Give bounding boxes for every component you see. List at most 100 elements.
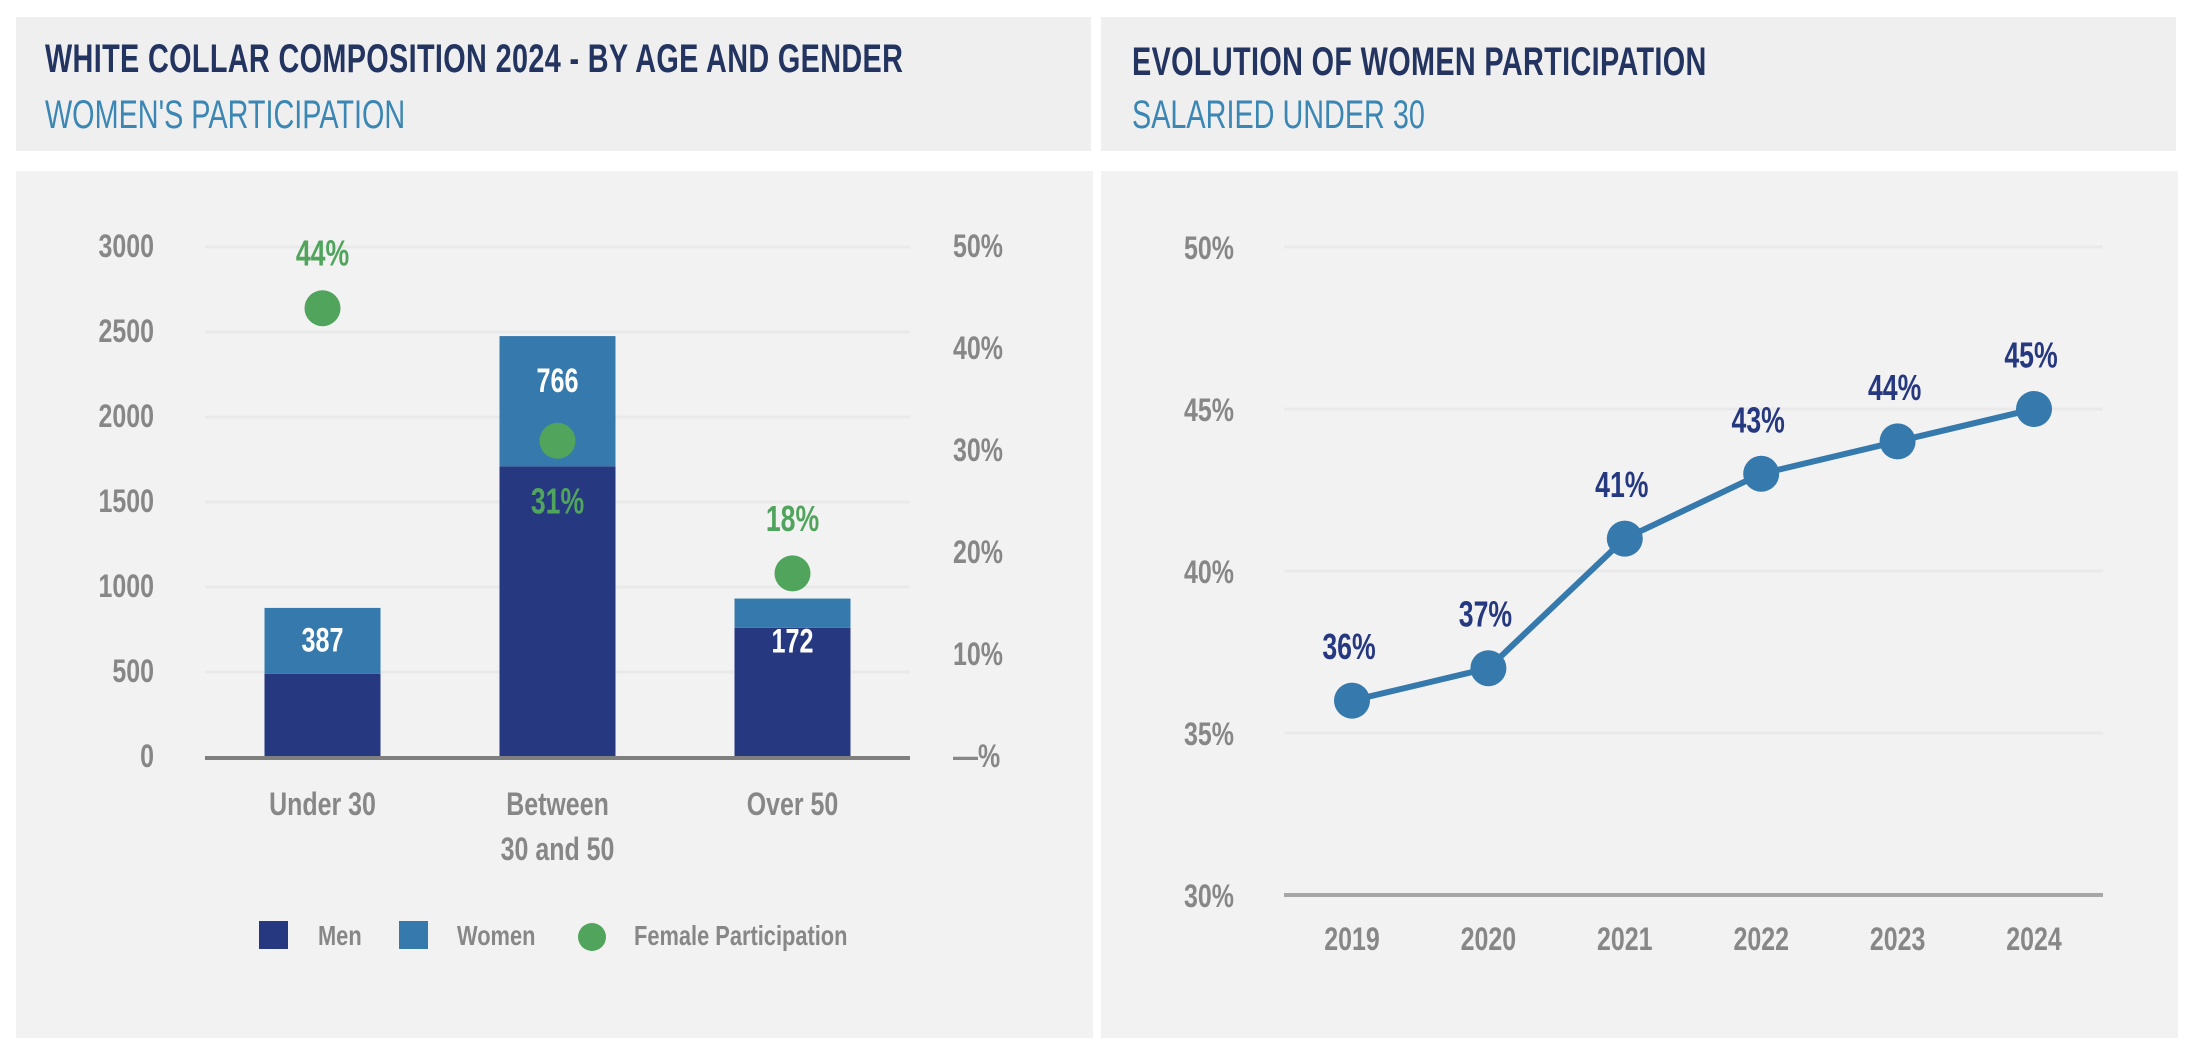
female-participation-dot-2 — [774, 555, 811, 592]
bar-women-2 — [734, 598, 851, 628]
participation-value-label-group: 45% — [2004, 335, 2057, 376]
participation-value-label: 37% — [1459, 594, 1512, 635]
left-y-tick-label: 2000 — [98, 399, 154, 435]
female-participation-dot-1 — [539, 422, 576, 459]
participation-point-2019 — [1334, 682, 1370, 719]
left-chart-subtitle: WOMEN'S PARTICIPATION — [45, 93, 406, 137]
bar-men-2 — [734, 627, 851, 757]
participation-value-label: 45% — [2004, 335, 2057, 376]
x-year-label: 2021 — [1597, 922, 1653, 958]
right-y-tick-label-group: —% — [953, 739, 1000, 775]
participation-line — [1351, 406, 2035, 704]
female-participation-label-group: 44% — [296, 233, 349, 274]
left-y-tick-label: 1500 — [98, 484, 154, 520]
left-y-tick-label-group: 1000 — [98, 569, 154, 605]
x-category-label: Under 30 — [269, 787, 376, 823]
bar-women-value-label-group: 766 — [537, 362, 579, 400]
x-year-label: 2020 — [1461, 922, 1517, 958]
right-chart-y-tick-label: 40% — [1184, 555, 1234, 591]
right-chart-y-tick-label: 45% — [1184, 393, 1234, 429]
x-year-label-group: 2022 — [1733, 922, 1789, 958]
right-y-tick-label-group: 50% — [953, 229, 1003, 265]
right-chart-y-tick-label-group: 40% — [1184, 555, 1234, 591]
right-chart-y-tick-label: 30% — [1184, 879, 1234, 915]
participation-value-label-group: 36% — [1322, 626, 1375, 667]
legend-men-label: Men — [318, 920, 362, 951]
participation-value-label-group: 41% — [1595, 464, 1648, 505]
right-chart-y-tick-label-group: 45% — [1184, 393, 1234, 429]
x-year-label-group: 2019 — [1324, 922, 1380, 958]
right-chart-subtitle: SALARIED UNDER 30 — [1132, 93, 1425, 137]
legend-men-swatch — [259, 921, 288, 949]
x-category-label-group: Under 30 — [269, 787, 376, 823]
female-participation-label-group: 31% — [531, 480, 584, 521]
right-chart-y-tick-label-group: 50% — [1184, 231, 1234, 267]
x-category-label-group: Between — [506, 787, 609, 823]
legend-female-participation-label-group: Female Participation — [634, 920, 847, 951]
participation-value-label-group: 43% — [1732, 399, 1785, 440]
left-y-tick-label: 500 — [112, 654, 154, 690]
left-chart-title: WHITE COLLAR COMPOSITION 2024 - BY AGE A… — [45, 37, 904, 81]
bar-men-1 — [499, 466, 616, 757]
right-chart-y-tick-label-group: 30% — [1184, 879, 1234, 915]
legend-women-label: Women — [457, 920, 535, 951]
x-year-label-group: 2024 — [2006, 922, 2062, 958]
right-chart-y-tick-label: 50% — [1184, 231, 1234, 267]
participation-value-label: 43% — [1732, 399, 1785, 440]
x-category-label: Between — [506, 787, 609, 823]
left-y-tick-label-group: 2000 — [98, 399, 154, 435]
right-chart-title: EVOLUTION OF WOMEN PARTICIPATION — [1132, 40, 1707, 84]
left-y-tick-label: 3000 — [98, 229, 154, 265]
participation-value-label-group: 44% — [1868, 367, 1921, 408]
participation-point-2021 — [1606, 520, 1643, 557]
right-y-tick-label: 30% — [953, 433, 1003, 469]
x-year-label-group: 2023 — [1870, 922, 1926, 958]
left-y-tick-label-group: 3000 — [98, 229, 154, 265]
participation-value-label-group: 37% — [1459, 594, 1512, 635]
right-y-tick-label-group: 20% — [953, 535, 1003, 571]
participation-value-label: 44% — [1868, 367, 1921, 408]
x-year-label-group: 2021 — [1597, 922, 1653, 958]
left-y-tick-label-group: 0 — [140, 739, 154, 775]
left-y-tick-label: 0 — [140, 739, 154, 775]
x-category-label: Over 50 — [747, 787, 839, 823]
left-y-tick-label: 1000 — [98, 569, 154, 605]
bar-women-value-label: 172 — [772, 623, 814, 661]
left-y-tick-label-group: 1500 — [98, 484, 154, 520]
legend-men-label-group: Men — [318, 920, 362, 951]
x-year-label: 2023 — [1870, 922, 1926, 958]
x-category-label-group: Over 50 — [747, 787, 839, 823]
right-y-tick-label-group: 30% — [953, 433, 1003, 469]
right-y-tick-label-group: 40% — [953, 331, 1003, 367]
bar-women-0 — [264, 607, 381, 674]
left-y-tick-label: 2500 — [98, 314, 154, 350]
legend-female-participation-dot — [578, 923, 606, 951]
participation-value-label: 36% — [1322, 626, 1375, 667]
right-y-tick-label-group: 10% — [953, 637, 1003, 673]
participation-point-2020 — [1470, 650, 1507, 687]
x-year-label: 2019 — [1324, 922, 1380, 958]
bar-women-value-label-group: 172 — [772, 623, 814, 661]
participation-point-2024 — [2016, 391, 2052, 427]
female-participation-label: 31% — [531, 480, 584, 521]
left-chart-header: WHITE COLLAR COMPOSITION 2024 - BY AGE A… — [16, 17, 1091, 151]
x-year-label-group: 2020 — [1461, 922, 1517, 958]
legend-female-participation-label: Female Participation — [634, 920, 847, 951]
right-y-tick-label: 50% — [953, 229, 1003, 265]
right-chart-y-tick-label: 35% — [1184, 717, 1234, 753]
x-category-label: 30 and 50 — [501, 832, 615, 868]
right-y-tick-label: 10% — [953, 637, 1003, 673]
right-y-tick-label: —% — [953, 739, 1000, 775]
bar-women-value-label-group: 387 — [302, 622, 344, 660]
left-y-tick-label-group: 2500 — [98, 314, 154, 350]
participation-point-2023 — [1879, 423, 1916, 460]
x-category-label-group: 30 and 50 — [501, 832, 615, 868]
legend-women-swatch — [399, 921, 428, 949]
x-year-label: 2024 — [2006, 922, 2062, 958]
bar-men-0 — [264, 673, 381, 757]
participation-value-label: 41% — [1595, 464, 1648, 505]
female-participation-label-group: 18% — [766, 498, 819, 539]
x-year-label: 2022 — [1733, 922, 1789, 958]
bar-women-value-label: 387 — [302, 622, 344, 660]
